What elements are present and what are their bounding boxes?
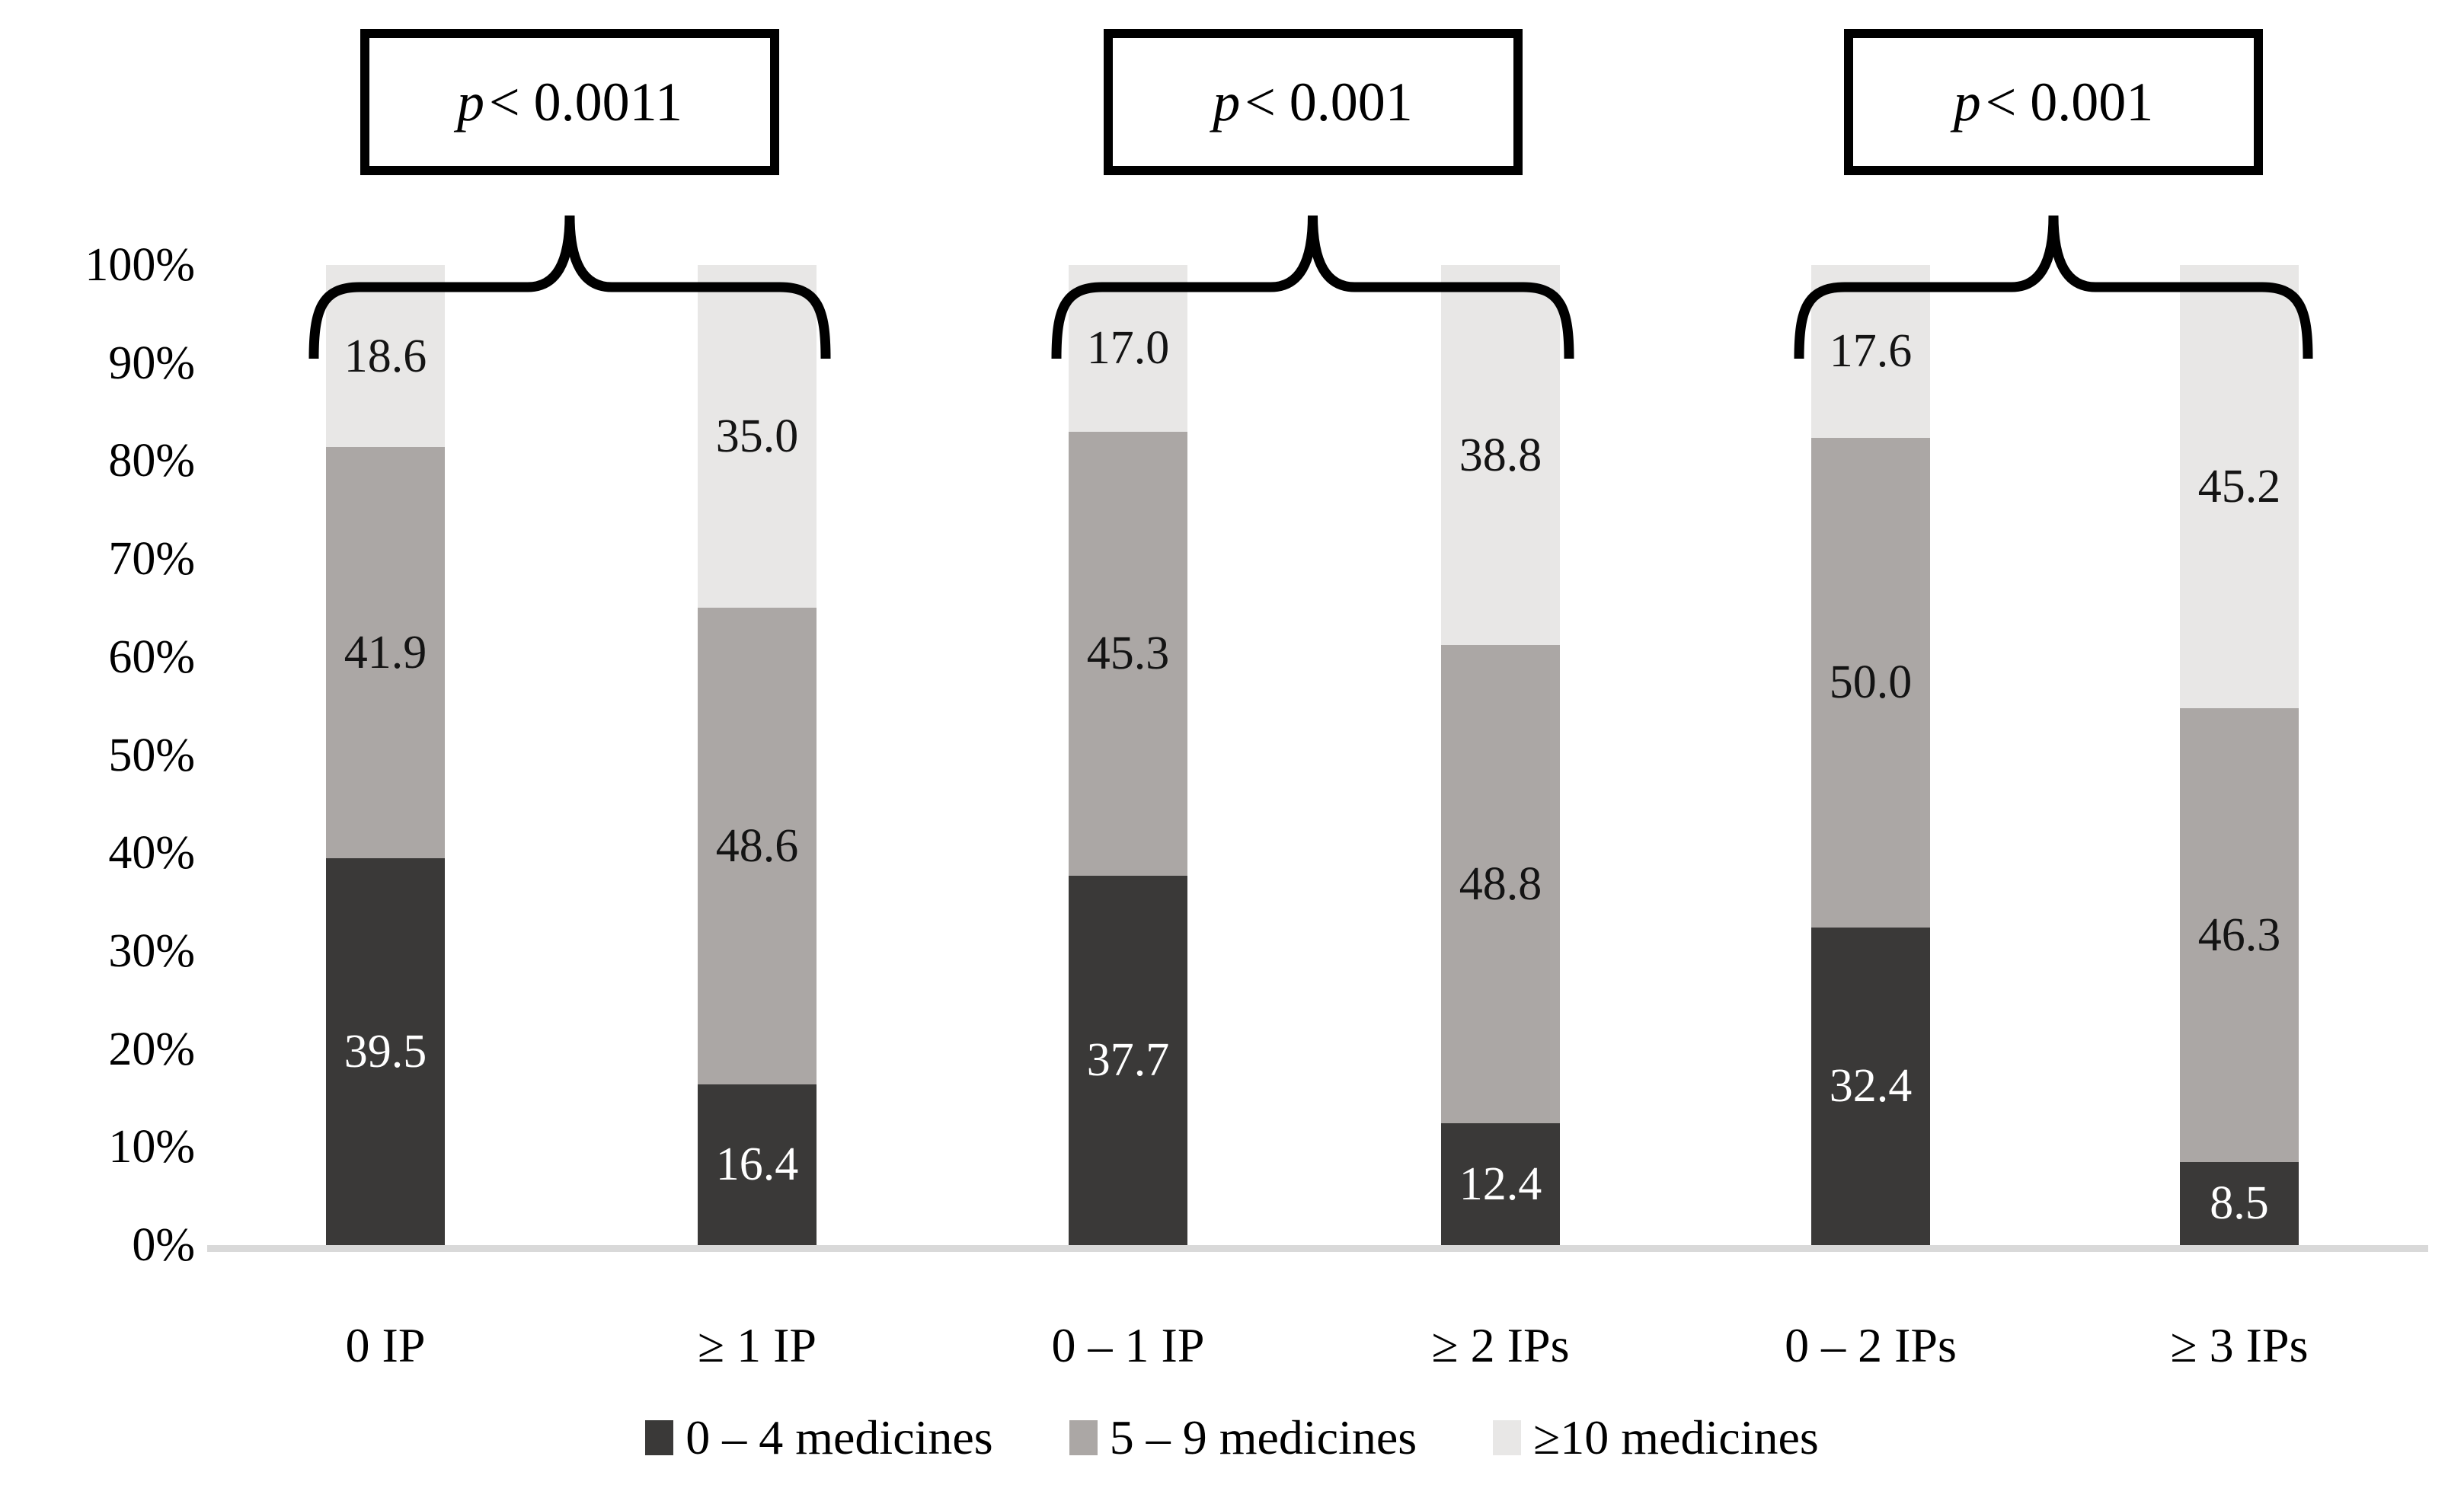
legend-item: 0 – 4 medicines	[645, 1410, 993, 1464]
bar-segment: 38.8	[1441, 265, 1560, 646]
bar-segment: 39.5	[326, 857, 445, 1245]
bar-segment: 45.3	[1069, 431, 1187, 876]
y-tick-label: 50%	[108, 729, 195, 781]
bar-segment: 17.6	[1811, 265, 1930, 438]
x-category-label: ≥ 2 IPs	[1431, 1318, 1570, 1372]
pair-brace	[308, 215, 831, 359]
p-value-text: < 0.001	[1985, 71, 2154, 133]
bar-segment: 41.9	[326, 447, 445, 858]
y-tick-label: 10%	[108, 1121, 195, 1174]
x-axis-line	[207, 1245, 2428, 1252]
bar-value-label: 35.0	[715, 410, 799, 463]
p-symbol: p	[457, 71, 485, 133]
bar-value-label: 32.4	[1829, 1060, 1913, 1113]
bar-value-label: 39.5	[344, 1025, 427, 1078]
bar-value-label: 45.3	[1086, 627, 1170, 680]
bar-value-label: 8.5	[2210, 1177, 2269, 1230]
y-tick-label: 20%	[108, 1023, 195, 1075]
bar-value-label: 46.3	[2197, 908, 2281, 961]
bar-value-label: 17.6	[1829, 325, 1913, 378]
x-category-label: 0 – 2 IPs	[1785, 1318, 1957, 1372]
bar-value-label: 18.6	[344, 330, 427, 382]
y-tick-label: 30%	[108, 924, 195, 977]
legend-swatch	[1493, 1420, 1522, 1455]
x-category-label: 0 IP	[345, 1318, 426, 1372]
x-category-label: 0 – 1 IP	[1051, 1318, 1205, 1372]
pair-brace	[1051, 215, 1574, 359]
y-tick-label: 70%	[108, 533, 195, 586]
legend-label: 5 – 9 medicines	[1109, 1410, 1417, 1464]
bar-value-label: 50.0	[1829, 656, 1913, 709]
bar-value-label: 37.7	[1086, 1034, 1170, 1087]
bar-value-label: 48.6	[715, 820, 799, 873]
bar-segment: 50.0	[1811, 437, 1930, 928]
p-symbol: p	[1213, 71, 1241, 133]
bar-segment: 18.6	[326, 265, 445, 448]
legend-label: ≥10 medicines	[1533, 1410, 1819, 1464]
p-value-box: p < 0.0011	[360, 29, 779, 175]
bar-value-label: 12.4	[1459, 1158, 1542, 1211]
p-value-text: < 0.0011	[489, 71, 682, 133]
bar-value-label: 38.8	[1459, 429, 1542, 481]
y-tick-label: 100%	[85, 239, 195, 291]
legend-swatch	[1069, 1420, 1098, 1455]
bar-segment: 48.8	[1441, 645, 1560, 1124]
bar-value-label: 17.0	[1086, 322, 1170, 375]
x-category-label: ≥ 3 IPs	[2170, 1318, 2309, 1372]
p-value-text: < 0.001	[1245, 71, 1413, 133]
bar-segment: 35.0	[698, 265, 817, 608]
x-category-label: ≥ 1 IP	[697, 1318, 817, 1372]
bar-segment: 16.4	[698, 1084, 817, 1245]
bar-segment: 37.7	[1069, 875, 1187, 1245]
legend-item: ≥10 medicines	[1493, 1413, 1819, 1462]
bar-segment: 46.3	[2180, 707, 2299, 1162]
y-tick-label: 40%	[108, 827, 195, 880]
legend-item: 5 – 9 medicines	[1069, 1413, 1417, 1462]
bar-segment: 32.4	[1811, 928, 1930, 1245]
p-value-box: p < 0.001	[1844, 29, 2263, 175]
y-tick-label: 0%	[132, 1219, 195, 1271]
bar-value-label: 16.4	[715, 1138, 799, 1191]
y-tick-label: 60%	[108, 631, 195, 683]
p-value-box: p < 0.001	[1103, 29, 1523, 175]
y-tick-label: 80%	[108, 435, 195, 487]
legend: 0 – 4 medicines 5 – 9 medicines ≥10 medici…	[0, 1413, 2464, 1462]
bar-segment: 8.5	[2180, 1161, 2299, 1245]
legend-swatch	[645, 1420, 674, 1455]
bar-value-label: 48.8	[1459, 858, 1542, 911]
bar-segment: 45.2	[2180, 265, 2299, 708]
bar-value-label: 41.9	[344, 627, 427, 679]
legend-label: 0 – 4 medicines	[686, 1410, 993, 1464]
p-symbol: p	[1953, 71, 1981, 133]
y-tick-label: 90%	[108, 337, 195, 389]
bar-segment: 12.4	[1441, 1123, 1560, 1245]
pair-brace	[1794, 215, 2313, 359]
bar-segment: 48.6	[698, 608, 817, 1084]
bar-value-label: 45.2	[2197, 460, 2281, 513]
